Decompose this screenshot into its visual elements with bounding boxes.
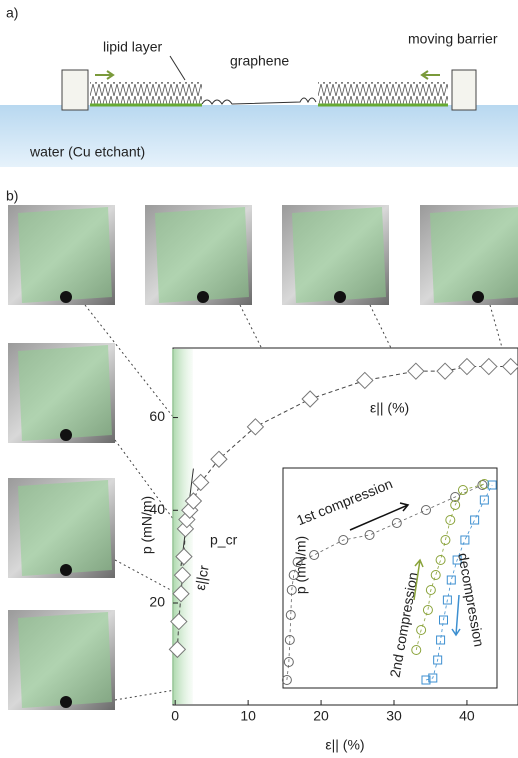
photo — [8, 478, 115, 578]
x-tick-label: 30 — [386, 708, 402, 724]
label: moving barrier — [408, 31, 498, 47]
y-axis-label: p (mN/m) — [139, 496, 155, 554]
graphene — [202, 98, 316, 104]
photo — [420, 205, 518, 305]
photo — [8, 205, 115, 305]
label: graphene — [230, 53, 289, 69]
label: water (Cu etchant) — [29, 144, 145, 160]
figure: a) lipid layer graphene moving barrier w… — [0, 0, 518, 758]
y-tick-label: 20 — [149, 594, 165, 610]
barrier — [452, 70, 476, 110]
photo — [282, 205, 389, 305]
arrow — [422, 71, 440, 79]
x-tick-label: 40 — [459, 708, 475, 724]
label: lipid layer — [103, 39, 162, 55]
panel-label: a) — [6, 5, 18, 21]
barrier — [62, 70, 88, 110]
x-axis-label: ε|| (%) — [325, 737, 364, 753]
y-tick-label: 60 — [149, 408, 165, 424]
x-tick-label: 20 — [313, 708, 329, 724]
annotation: ε|| (%) — [370, 400, 409, 416]
lipid-layer — [90, 82, 202, 104]
leader — [170, 56, 185, 80]
lipid-layer — [318, 82, 448, 104]
annotation: p_cr — [210, 532, 238, 548]
photo — [8, 343, 115, 443]
panel-label: b) — [6, 188, 18, 204]
x-tick-label: 10 — [240, 708, 256, 724]
photo — [145, 205, 252, 305]
arrow — [95, 71, 113, 79]
photo — [8, 610, 115, 710]
x-tick-label: 0 — [171, 708, 179, 724]
